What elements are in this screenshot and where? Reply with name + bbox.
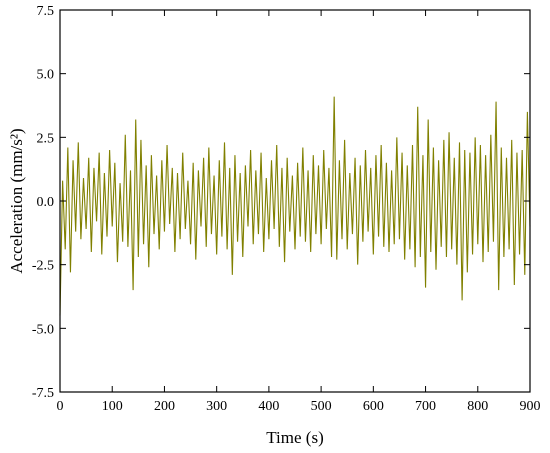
y-tick-label: 7.5 [37, 4, 55, 19]
y-tick-label: 2.5 [37, 131, 55, 146]
x-tick-label: 700 [415, 399, 436, 414]
x-tick-label: 800 [467, 399, 488, 414]
y-axis-title: Acceleration (mm/s²) [7, 128, 26, 273]
x-tick-label: 500 [311, 399, 332, 414]
data-line [59, 96, 531, 316]
x-tick-label: 900 [520, 399, 541, 414]
y-tick-label: 0.0 [37, 195, 55, 210]
x-tick-label: 300 [206, 399, 227, 414]
x-tick-label: 400 [258, 399, 279, 414]
x-tick-label: 600 [363, 399, 384, 414]
y-tick-label: -7.5 [32, 386, 54, 401]
y-tick-label: 5.0 [37, 68, 55, 83]
x-tick-label: 100 [102, 399, 123, 414]
x-axis-title: Time (s) [266, 428, 323, 447]
plot-frame [59, 9, 531, 393]
y-tick-label: -2.5 [32, 259, 54, 274]
y-tick-label: -5.0 [32, 322, 54, 337]
x-tick-label: 0 [57, 399, 64, 414]
x-tick-label: 200 [154, 399, 175, 414]
